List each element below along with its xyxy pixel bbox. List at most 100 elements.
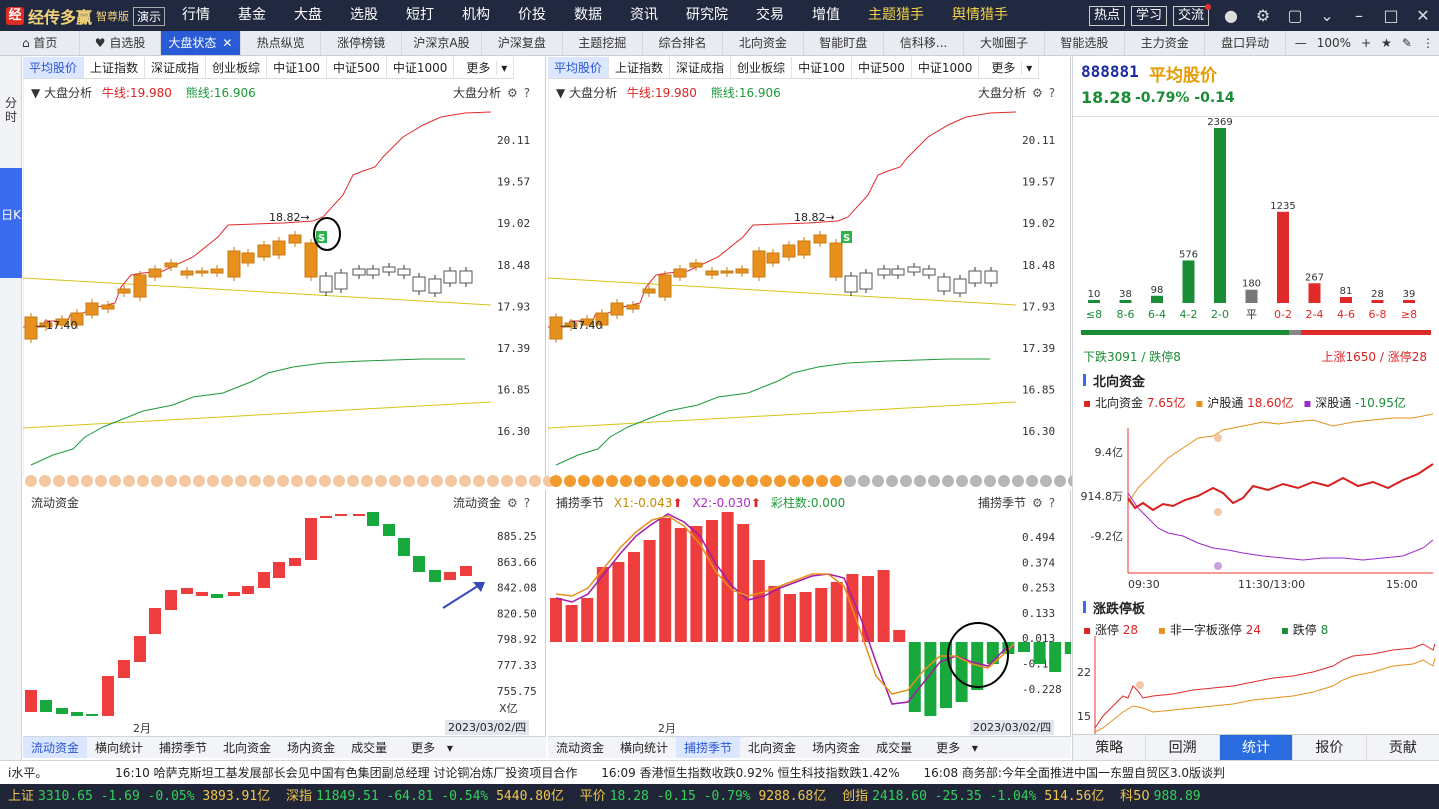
hot-button[interactable]: 热点 — [1088, 5, 1125, 26]
news-ticker[interactable]: i水平。 16:10 哈萨克斯坦工基发展部长会见中国有色集团副总经理 讨论铜冶炼… — [0, 760, 1439, 784]
tab-a-shares[interactable]: 沪深京A股 — [402, 31, 483, 55]
chat-button[interactable]: 交流 — [1172, 3, 1211, 26]
zoom-out-icon[interactable]: — — [1294, 36, 1307, 50]
btab-more[interactable]: 更多 ▾ — [920, 737, 986, 758]
tab-main-funds[interactable]: 主力资金 — [1125, 31, 1206, 55]
tab-ranking[interactable]: 综合排名 — [643, 31, 724, 55]
period-daily[interactable]: 日K — [0, 168, 22, 278]
subtab-sh[interactable]: 上证指数 — [84, 57, 146, 78]
subtab-zz100[interactable]: 中证100 — [792, 57, 852, 78]
nav-duanda[interactable]: 短打 — [406, 7, 434, 23]
btab-horizontal[interactable]: 横向统计 — [620, 741, 669, 755]
nav-yanjiuyuan[interactable]: 研究院 — [686, 7, 728, 23]
tab-home[interactable]: ⌂ 首页 — [0, 31, 81, 55]
northbound-chart[interactable]: 9.4亿 914.8万 -9.2亿 09:30 11:30/13:00 15:00 — [1073, 408, 1439, 593]
nav-zengzhi[interactable]: 增值 — [812, 7, 840, 23]
limit-chart[interactable]: 22 15 — [1073, 636, 1439, 734]
news-item[interactable]: i水平。 — [8, 766, 48, 780]
nav-jijin[interactable]: 基金 — [238, 7, 266, 23]
help-icon[interactable]: ? — [523, 496, 531, 510]
nav-zixun[interactable]: 资讯 — [630, 7, 658, 23]
dropdown-icon[interactable]: ▼ — [31, 86, 41, 100]
btab-fishing[interactable]: 捕捞季节 — [676, 737, 741, 758]
subtab-zz1000[interactable]: 中证1000 — [912, 57, 980, 78]
zoom-in-icon[interactable]: + — [1361, 36, 1372, 50]
tab-northbound[interactable]: 北向资金 — [723, 31, 804, 55]
help-icon[interactable]: ? — [1048, 496, 1056, 510]
tab-theme[interactable]: 主题挖掘 — [563, 31, 643, 55]
btab-volume[interactable]: 成交量 — [876, 741, 913, 755]
idx-k50-name[interactable]: 科50 — [1120, 789, 1150, 804]
nav-jigou[interactable]: 机构 — [462, 7, 490, 23]
btab-onfloor[interactable]: 场内资金 — [287, 741, 336, 755]
btab-more[interactable]: 更多 ▾ — [395, 737, 461, 758]
nav-jiatou[interactable]: 价投 — [518, 7, 546, 23]
btab-horizontal[interactable]: 横向统计 — [95, 741, 144, 755]
idx-sh-name[interactable]: 上证 — [8, 789, 35, 804]
rtab-stats[interactable]: 统计 — [1219, 735, 1294, 760]
subtab-avg-price[interactable]: 平均股价 — [23, 57, 85, 78]
idx-cy-name[interactable]: 创指 — [842, 789, 869, 804]
btab-liquidity[interactable]: 流动资金 — [556, 741, 605, 755]
subtab-more[interactable]: 更多 ▾ — [979, 57, 1040, 78]
more-icon[interactable]: ⋮ — [1421, 36, 1434, 50]
nav-zhuti[interactable]: 主题猎手 — [868, 7, 924, 23]
news-item[interactable]: 16:09 香港恒生指数收跌0.92% 恒生科技指数跌1.42% — [601, 766, 900, 780]
nav-yuqing[interactable]: 舆情猎手 — [952, 7, 1008, 23]
rtab-strategy[interactable]: 策略 — [1073, 735, 1147, 760]
idx-avg-name[interactable]: 平价 — [579, 789, 606, 804]
kline-chart[interactable]: 20.11 19.57 19.02 18.48 17.93 17.39 16.85 16.30… — [23, 77, 546, 477]
tab-xinke[interactable]: 信科移... — [884, 31, 965, 55]
gear-icon[interactable]: ⚙ — [1255, 5, 1271, 25]
tab-experts[interactable]: 大咖圈子 — [964, 31, 1045, 55]
tab-smart-pick[interactable]: 智能选股 — [1045, 31, 1126, 55]
rtab-backtrack[interactable]: 回溯 — [1146, 735, 1220, 760]
help-icon[interactable]: ? — [1048, 86, 1056, 100]
subtab-cyb[interactable]: 创业板综 — [731, 57, 793, 78]
subtab-zz500[interactable]: 中证500 — [852, 57, 912, 78]
star-icon[interactable]: ★ — [1381, 36, 1392, 50]
help-icon[interactable]: ? — [523, 86, 531, 100]
tab-abnormal[interactable]: 盘口异动 — [1205, 31, 1286, 55]
period-intraday[interactable]: 分时 — [4, 96, 17, 124]
app-logo[interactable]: 经 经传多赢 智尊版 演示 — [6, 5, 166, 27]
study-button[interactable]: 学习 — [1130, 5, 1167, 26]
subtab-zz500[interactable]: 中证500 — [327, 57, 387, 78]
nav-jiaoyi[interactable]: 交易 — [756, 7, 784, 23]
liquidity-chart[interactable]: 885.25 863.66 842.08 820.50 798.92 777.33 755.… — [23, 490, 546, 736]
btab-onfloor[interactable]: 场内资金 — [812, 741, 861, 755]
subtab-sz[interactable]: 深证成指 — [670, 57, 732, 78]
tab-smart-watch[interactable]: 智能盯盘 — [804, 31, 884, 55]
chevron-down-icon[interactable]: ⌄ — [1320, 5, 1334, 25]
idx-sz-name[interactable]: 深指 — [286, 789, 313, 804]
subtab-sh[interactable]: 上证指数 — [609, 57, 671, 78]
tab-review[interactable]: 沪深复盘 — [482, 31, 563, 55]
close-tab-icon[interactable]: ✕ — [222, 36, 233, 50]
btab-northbound[interactable]: 北向资金 — [748, 741, 797, 755]
subtab-avg-price[interactable]: 平均股价 — [548, 57, 610, 78]
tab-watchlist[interactable]: ♥ 自选股 — [80, 31, 161, 55]
tab-market-status[interactable]: 大盘状态 ✕ — [160, 31, 242, 55]
settings-icon[interactable]: ⚙ — [507, 86, 518, 100]
btab-northbound[interactable]: 北向资金 — [223, 741, 272, 755]
rtab-contribution[interactable]: 贡献 — [1366, 735, 1439, 760]
btab-liquidity[interactable]: 流动资金 — [23, 737, 88, 758]
btab-volume[interactable]: 成交量 — [351, 741, 388, 755]
btab-fishing[interactable]: 捕捞季节 — [159, 741, 208, 755]
dropdown-icon[interactable]: ▼ — [556, 86, 566, 100]
news-item[interactable]: 16:08 商务部:今年全面推进中国一东盟自贸区3.0版谈判 — [923, 766, 1226, 780]
subtab-more[interactable]: 更多 ▾ — [454, 57, 515, 78]
rise-fall-distribution-chart[interactable]: 10 ≤8 38 8-6 98 6-4 576 4-2 2369 2-0 180 平 1235 0-2 26… — [1073, 118, 1439, 368]
minimize-icon[interactable]: – — [1355, 5, 1363, 25]
edit-icon[interactable]: ✎ — [1401, 36, 1412, 50]
subtab-zz100[interactable]: 中证100 — [267, 57, 327, 78]
rtab-quote[interactable]: 报价 — [1293, 735, 1367, 760]
maximize-icon[interactable]: □ — [1383, 5, 1399, 25]
settings-icon[interactable]: ⚙ — [507, 496, 518, 510]
indicator-name[interactable]: 大盘分析 — [44, 86, 93, 100]
subtab-cyb[interactable]: 创业板综 — [206, 57, 268, 78]
tab-limitup[interactable]: 涨停榜镜 — [321, 31, 402, 55]
user-icon[interactable]: ● — [1224, 5, 1238, 25]
subtab-sz[interactable]: 深证成指 — [145, 57, 207, 78]
